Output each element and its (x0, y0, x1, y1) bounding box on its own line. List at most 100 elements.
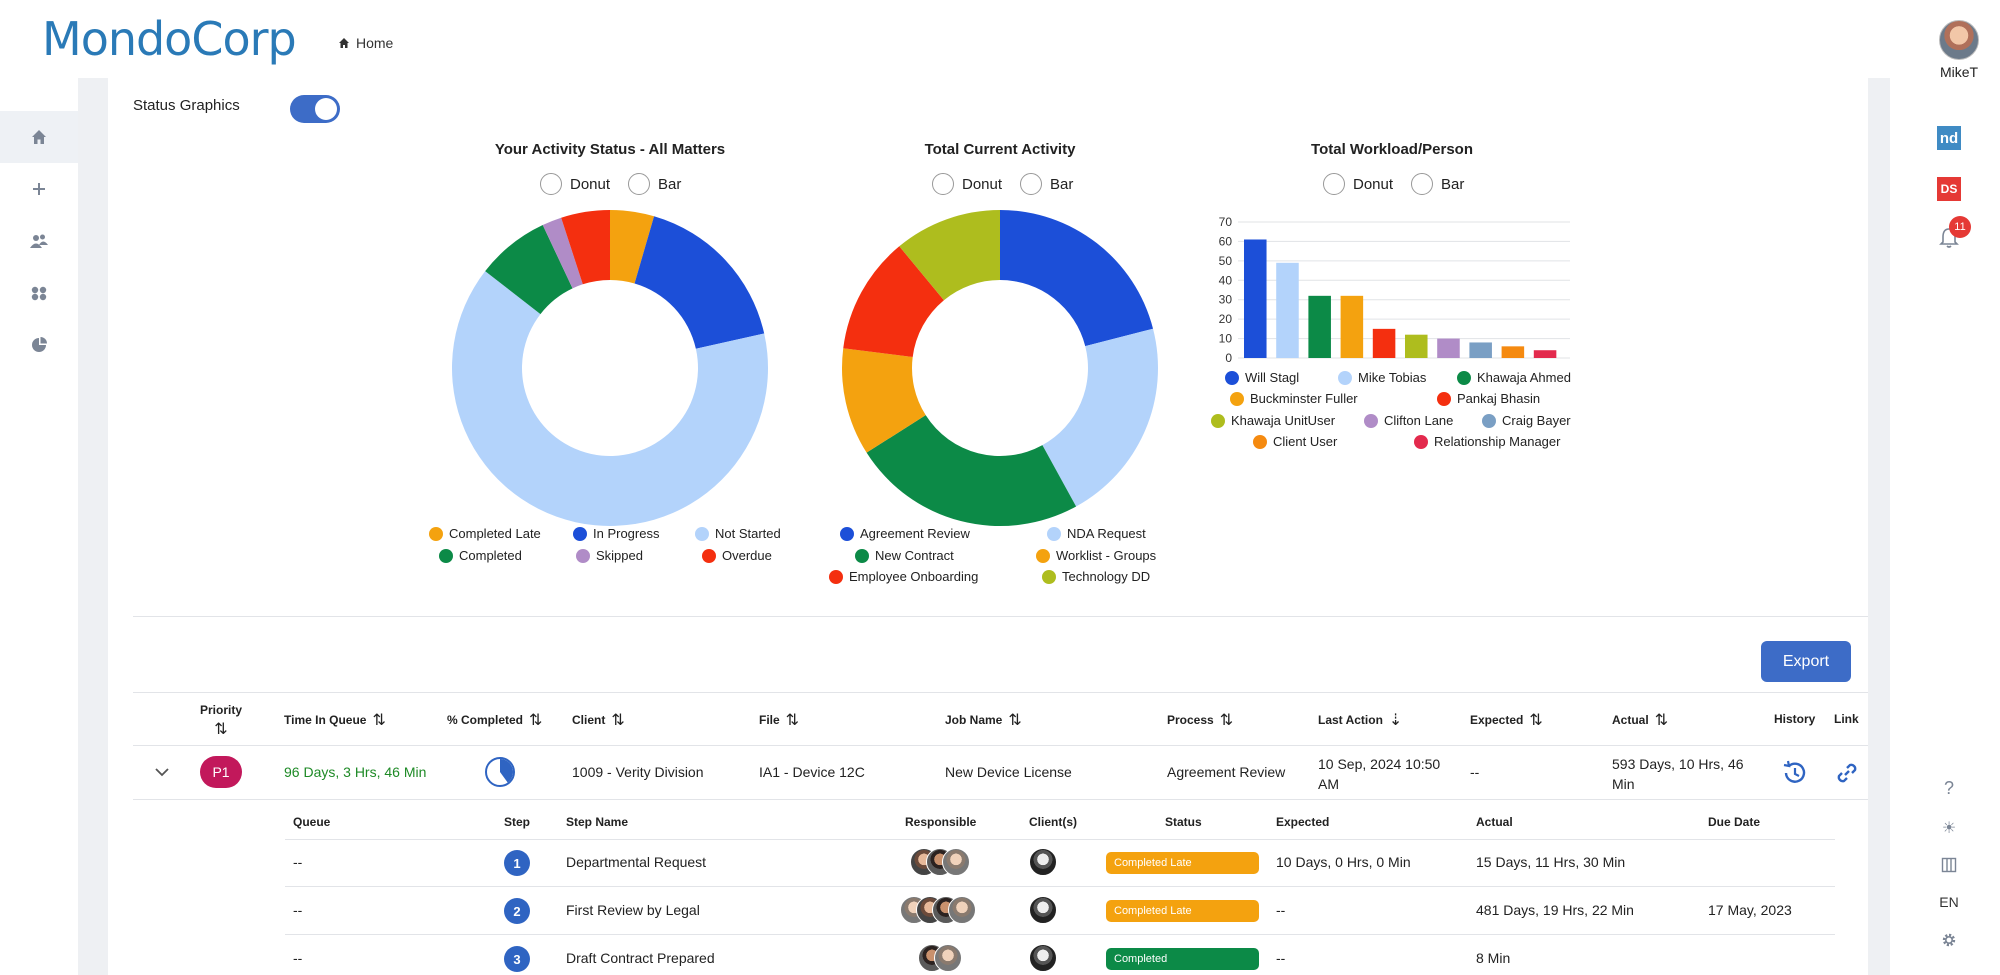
legend-item[interactable]: Completed (439, 548, 522, 563)
ds-app-button[interactable]: DS (1937, 177, 1961, 201)
col-actual[interactable]: Actual ⇅ (1612, 710, 1668, 730)
donut-slice-completed-late[interactable] (610, 210, 655, 284)
bar-mike-tobias[interactable] (1276, 262, 1299, 358)
bar-khawaja-unituser[interactable] (1405, 334, 1428, 358)
language-button[interactable]: EN (1937, 890, 1961, 914)
current-donut-radio[interactable] (932, 173, 954, 195)
col-job-name[interactable]: Job Name ⇅ (945, 710, 1022, 730)
avatar[interactable] (942, 848, 970, 876)
bar-pankaj-bhasin[interactable] (1372, 328, 1396, 358)
history-icon[interactable] (1780, 758, 1810, 788)
donut-slice-skipped[interactable] (542, 217, 583, 289)
legend-item[interactable]: Relationship Manager (1414, 434, 1560, 449)
donut-slice-not-started[interactable] (452, 271, 768, 526)
legend-item[interactable]: Skipped (576, 548, 643, 563)
donut-slice-nda-request[interactable] (1042, 328, 1158, 507)
bar-will-stagl[interactable] (1244, 239, 1267, 358)
legend-item[interactable]: New Contract (855, 548, 954, 563)
client-avatar[interactable] (1029, 896, 1057, 924)
breadcrumb[interactable]: Home (338, 35, 393, 51)
col-last-action[interactable]: Last Action ⇣ (1318, 710, 1402, 730)
bar-clifton-lane[interactable] (1437, 338, 1460, 358)
legend-item[interactable]: Will Stagl (1225, 370, 1299, 385)
sort-icon[interactable]: ⇅ (1008, 712, 1022, 729)
legend-item[interactable]: Worklist - Groups (1036, 548, 1156, 563)
legend-item[interactable]: NDA Request (1047, 526, 1146, 541)
bar-client-user[interactable] (1501, 346, 1525, 358)
activity-donut-radio[interactable] (540, 173, 562, 195)
bar-craig-bayer[interactable] (1469, 342, 1492, 358)
col-process[interactable]: Process ⇅ (1167, 710, 1233, 730)
donut-slice-technology-dd[interactable] (899, 210, 1000, 301)
nd-app-button[interactable]: nd (1937, 126, 1961, 150)
current-bar-radio[interactable] (1020, 173, 1043, 195)
sort-icon[interactable]: ⇅ (1219, 712, 1234, 729)
sort-icon[interactable]: ⇅ (529, 712, 543, 729)
bar-relationship-manager[interactable] (1533, 350, 1557, 358)
brand-logo[interactable]: MondoCorp (42, 12, 297, 66)
donut-slice-new-contract[interactable] (866, 415, 1077, 526)
donut-slice-worklist-groups[interactable] (842, 348, 926, 453)
user-menu[interactable]: MikeT (1934, 20, 1984, 80)
legend-item[interactable]: Pankaj Bhasin (1437, 391, 1540, 406)
sort-desc-icon[interactable]: ⇣ (1388, 712, 1403, 729)
nav-teams[interactable] (0, 215, 78, 267)
col-time-in-queue[interactable]: Time In Queue ⇅ (284, 710, 386, 730)
sort-icon[interactable]: ⇅ (214, 721, 228, 738)
legend-item[interactable]: Craig Bayer (1482, 413, 1571, 428)
sort-icon[interactable]: ⇅ (1529, 712, 1543, 729)
donut-slice-completed[interactable] (485, 225, 573, 315)
legend-dot (829, 569, 843, 584)
legend-item[interactable]: Khawaja Ahmed (1457, 370, 1571, 385)
legend-item[interactable]: Employee Onboarding (829, 569, 978, 584)
nav-home[interactable] (0, 111, 78, 163)
client-avatar[interactable] (1029, 848, 1057, 876)
legend-item[interactable]: Mike Tobias (1338, 370, 1426, 385)
sort-icon[interactable]: ⇅ (611, 712, 625, 729)
settings-button[interactable] (1937, 928, 1961, 952)
legend-item[interactable]: Buckminster Fuller (1230, 391, 1358, 406)
legend-item[interactable]: In Progress (573, 526, 659, 541)
link-icon[interactable] (1834, 760, 1860, 786)
client-avatar[interactable] (1029, 944, 1057, 972)
col-file[interactable]: File ⇅ (759, 710, 799, 730)
col-pct-completed[interactable]: % Completed ⇅ (447, 710, 542, 730)
sort-icon[interactable]: ⇅ (785, 712, 800, 729)
bar-buckminster-fuller[interactable] (1340, 295, 1364, 358)
export-button[interactable]: Export (1761, 641, 1851, 682)
donut-slice-agreement-review[interactable] (1000, 210, 1154, 347)
sort-icon[interactable]: ⇅ (1654, 712, 1669, 729)
layout-button[interactable] (1937, 853, 1961, 877)
bar-khawaja-ahmed[interactable] (1308, 295, 1331, 358)
nav-reports[interactable] (0, 319, 78, 371)
legend-item[interactable]: Not Started (695, 526, 781, 541)
nav-add[interactable] (0, 163, 78, 215)
notifications-button[interactable]: 11 (1937, 216, 1971, 250)
col-client[interactable]: Client ⇅ (572, 710, 625, 730)
workload-bar-radio[interactable] (1411, 173, 1434, 195)
chevron-down-icon[interactable] (154, 766, 170, 778)
legend-item[interactable]: Agreement Review (840, 526, 970, 541)
theme-button[interactable]: ☀ (1937, 816, 1961, 840)
activity-bar-radio[interactable] (628, 173, 651, 195)
breadcrumb-home[interactable]: Home (356, 35, 394, 51)
workload-donut-radio[interactable] (1323, 173, 1345, 195)
avatar[interactable] (948, 896, 976, 924)
avatar[interactable] (1939, 20, 1979, 60)
col-priority[interactable]: Priority ⇅ (200, 703, 242, 739)
donut-slice-in-progress[interactable] (634, 216, 765, 349)
donut-slice-overdue[interactable] (561, 210, 610, 285)
legend-item[interactable]: Technology DD (1042, 569, 1150, 584)
legend-item[interactable]: Client User (1253, 434, 1337, 449)
sort-icon[interactable]: ⇅ (372, 712, 386, 729)
status-graphics-toggle[interactable] (290, 95, 340, 123)
legend-item[interactable]: Overdue (702, 548, 772, 563)
legend-item[interactable]: Completed Late (429, 526, 541, 541)
legend-item[interactable]: Clifton Lane (1364, 413, 1453, 428)
avatar[interactable] (934, 944, 962, 972)
donut-slice-employee-onboarding[interactable] (843, 246, 944, 357)
help-button[interactable]: ? (1937, 776, 1961, 800)
nav-groups[interactable] (0, 267, 78, 319)
legend-item[interactable]: Khawaja UnitUser (1211, 413, 1335, 428)
col-expected[interactable]: Expected ⇅ (1470, 710, 1543, 730)
